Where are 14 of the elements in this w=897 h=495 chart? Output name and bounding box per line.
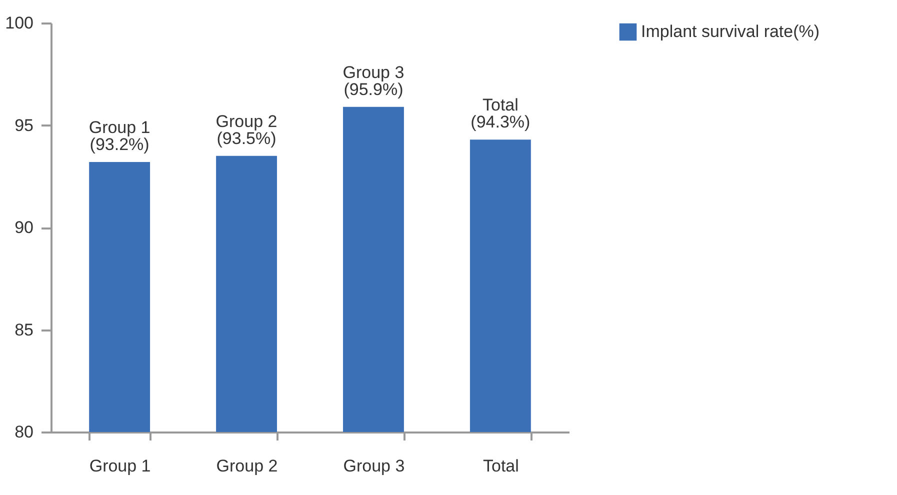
x-tick-label: Group 2 [216,456,278,476]
y-tick-label: 90 [14,218,34,237]
data-label: Total (94.3%) [470,96,530,132]
y-tick-label: 85 [14,320,34,340]
y-tick-label: 80 [14,422,34,442]
y-tick-label: 95 [14,116,34,135]
legend-label: Implant survival rate(%) [641,22,820,41]
data-label: Group 2 (93.5%) [216,112,278,148]
x-tick-label: Group 3 [343,456,405,476]
x-tick-label: Total [482,456,519,476]
x-tick-label: Group 1 [89,456,151,476]
y-tick-label: 100 [5,14,34,32]
data-label: Group 3 (95.9%) [342,62,404,99]
data-label: Group 1 (93.2%) [88,118,150,154]
